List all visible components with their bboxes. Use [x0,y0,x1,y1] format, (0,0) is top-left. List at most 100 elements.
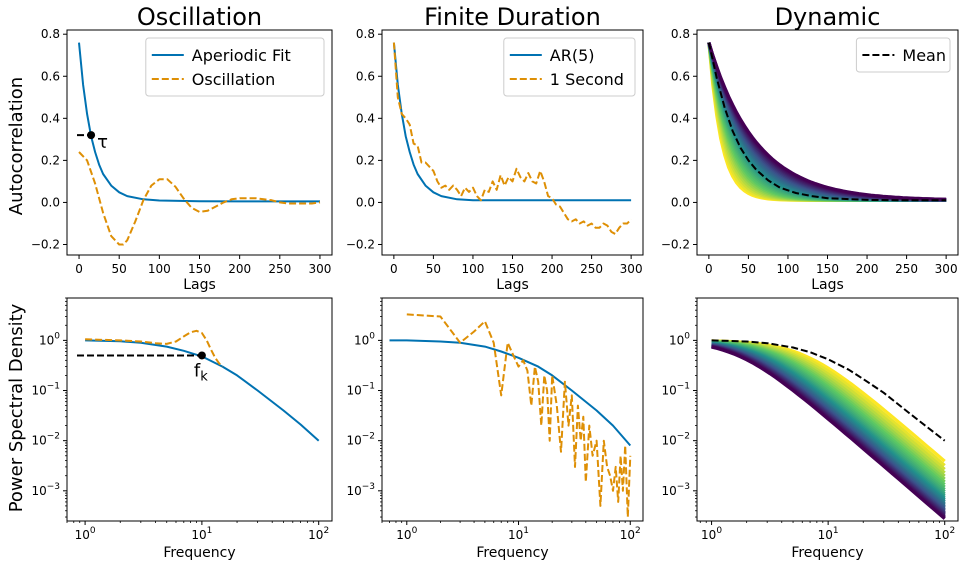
y-tick-label-p6-3-exponent: 0 [684,331,690,341]
ylabel-autocorrelation: Autocorrelation [6,77,27,215]
x-axis-label-p1: Lags [183,277,216,293]
x-tick-label-p6-2-exponent: 2 [949,526,955,536]
y-tick-label-p6-2-exponent: −1 [677,382,690,392]
x-axis-label-p6: Frequency [791,545,863,561]
x-tick-label-p4-1-base: 10 [191,528,206,542]
x-tick-label-p1-1: 50 [112,262,127,276]
y-tick-label-p4-3-base: 10 [39,333,54,347]
legend-box-p3 [855,37,951,73]
y-tick-label-p6-0: 10−3 [661,482,690,498]
y-tick-label-p5-0-base: 10 [346,484,361,498]
y-tick-label-p6-3: 100 [669,331,690,347]
x-tick-label-p6-2: 102 [934,526,955,542]
x-tick-label-p2-4: 200 [541,262,564,276]
legend-p1: Aperiodic Fit Oscillation [145,37,325,97]
x-tick-label-p1-5: 250 [268,262,291,276]
x-tick-label-p3-1: 50 [741,262,756,276]
plot-area-p1 [78,42,321,246]
x-tick-label-p4-1: 101 [191,526,212,542]
x-tick-label-p6-1-base: 10 [818,528,833,542]
series-line-p4-0 [85,339,320,442]
legend-box-p1 [145,37,325,97]
y-tick-label-p6-2-base: 10 [661,384,676,398]
y-tick-label-p3-3: 0.4 [671,111,690,125]
annotation-label-subscript: k [200,369,208,384]
x-tick-label-p1-0: 0 [75,262,83,276]
y-tick-label-p3-0: −0.2 [661,237,690,251]
y-tick-label-p5-2: 10−1 [346,382,375,398]
x-axis-label-p4: Frequency [163,545,235,561]
legend-label-p1-1: Oscillation [192,70,276,89]
x-tick-label-p3-5: 250 [895,262,918,276]
y-tick-label-p4-1-base: 10 [31,434,46,448]
x-tick-label-p5-2-exponent: 2 [635,526,641,536]
panel-p1: τ 0 50 100 150 200 250 300 −0.2 0.0 0.2 0.4 0.6 0.8 La… [31,3,333,293]
band-curve-p3-27 [707,42,947,201]
x-tick-label-p3-4: 200 [856,262,879,276]
annotation-point-p1 [87,131,96,140]
x-tick-label-p3-3: 150 [816,262,839,276]
annotation-point-p4 [197,351,206,360]
x-tick-label-p2-2: 100 [462,262,485,276]
legend-label-p2-0: AR(5) [550,46,595,65]
ylabel-power-spectral-density: Power Spectral Density [6,303,27,512]
y-tick-label-p4-2: 10−1 [31,382,60,398]
x-tick-label-p4-2: 102 [308,526,329,542]
x-tick-label-p2-3: 150 [501,262,524,276]
y-tick-label-p5-1-base: 10 [346,434,361,448]
series-line-p5-1 [406,313,632,518]
annotation-label-p4: fk [194,360,208,384]
chart-title-p3: Dynamic [775,3,881,31]
y-tick-label-p1-2: 0.2 [41,153,60,167]
plot-area-p2 [392,42,632,235]
x-tick-label-p1-4: 200 [228,262,251,276]
annotation-label-main: f [194,360,201,381]
y-tick-label-p3-4: 0.6 [671,69,690,83]
series-line-p3-0 [707,42,947,202]
axes-frame-p6 [696,297,959,522]
x-tick-label-p6-1-exponent: 1 [833,526,839,536]
x-tick-label-p3-2: 100 [777,262,800,276]
y-tick-label-p4-3-exponent: 0 [54,331,60,341]
legend-box-p2 [503,37,636,97]
legend-label-p2-1: 1 Second [550,70,624,89]
y-tick-label-p5-2-exponent: −1 [362,382,375,392]
y-tick-label-p6-0-exponent: −3 [677,482,690,492]
x-tick-label-p4-0-exponent: 0 [90,526,96,536]
axes-frame-p5 [381,297,644,522]
x-tick-label-p5-0-base: 10 [396,528,411,542]
y-tick-label-p5-3-base: 10 [354,333,369,347]
x-tick-label-p6-0-base: 10 [701,528,716,542]
x-tick-label-p2-1: 50 [426,262,441,276]
y-tick-label-p2-0: −0.2 [346,237,375,251]
x-tick-label-p4-1-exponent: 1 [207,526,213,536]
x-tick-label-p5-2: 102 [620,526,641,542]
x-tick-label-p6-0-exponent: 0 [716,526,722,536]
plot-area-p4 [85,329,320,442]
x-tick-label-p2-0: 0 [390,262,398,276]
y-tick-label-p6-1-exponent: −2 [677,432,690,442]
plot-area-p3 [707,42,947,202]
x-tick-label-p4-2-base: 10 [308,528,323,542]
series-line-p6-0 [711,339,946,442]
series-line-p5-0 [389,339,632,447]
series-line-p2-1 [392,42,632,235]
x-tick-label-p5-0-exponent: 0 [412,526,418,536]
legend-p3: Mean [855,37,951,73]
x-tick-label-p5-1: 101 [508,526,529,542]
x-tick-label-p2-6: 300 [620,262,643,276]
x-tick-label-p5-1-exponent: 1 [523,526,529,536]
x-tick-label-p5-2-base: 10 [620,528,635,542]
x-tick-label-p5-1-base: 10 [508,528,523,542]
y-tick-label-p3-1: 0.0 [671,195,690,209]
y-tick-label-p2-5: 0.8 [356,27,375,41]
annotation-label-p1: τ [97,132,108,153]
x-tick-label-p3-0: 0 [705,262,713,276]
annotation-label-main: τ [97,132,108,153]
x-tick-label-p1-6: 300 [309,262,332,276]
x-axis-label-p2: Lags [496,277,529,293]
x-tick-label-p6-1: 101 [818,526,839,542]
